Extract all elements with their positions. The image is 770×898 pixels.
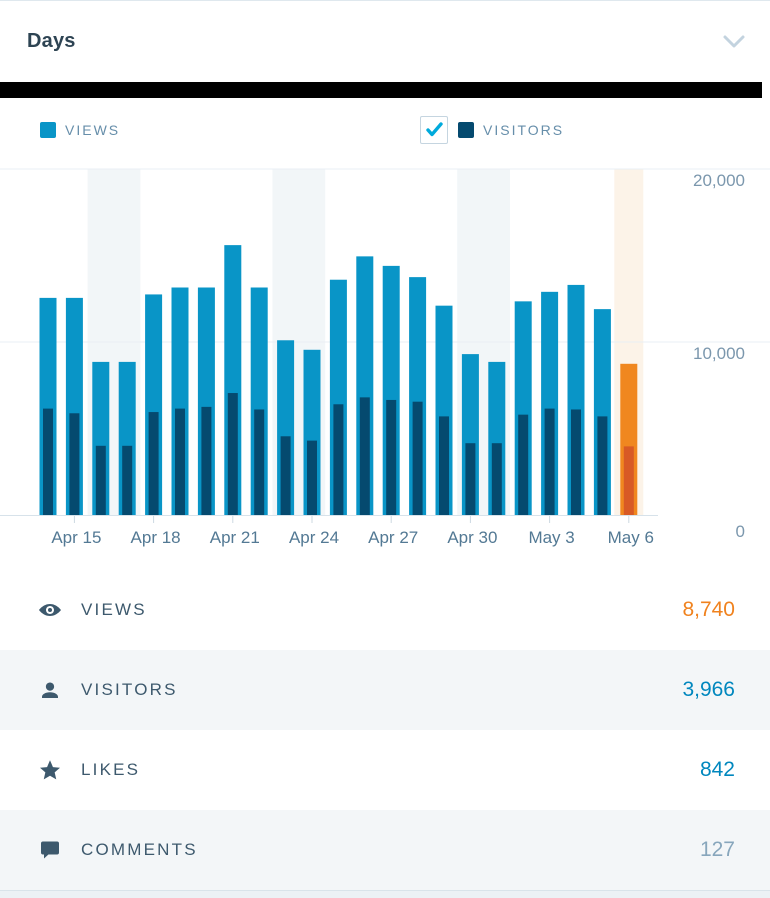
summary-row-visitors[interactable]: VISITORS 3,966	[0, 650, 770, 730]
visitors-bar[interactable]	[518, 414, 529, 515]
visitors-legend-label: VISITORS	[483, 121, 565, 138]
y-tick-label: 0	[736, 522, 745, 541]
summary-row-comments[interactable]: COMMENTS 127	[0, 810, 770, 890]
visitors-bar[interactable]	[69, 413, 80, 515]
x-tick-label: Apr 15	[51, 528, 101, 547]
summary-label: VIEWS	[81, 600, 147, 619]
visitors-bar[interactable]	[254, 409, 265, 515]
period-title: Days	[27, 30, 76, 52]
summary-value: 842	[699, 758, 735, 781]
summary-row-likes[interactable]: LIKES 842	[0, 730, 770, 810]
eye-icon	[39, 604, 61, 616]
chart-legend: VIEWS VISITORS	[0, 98, 770, 161]
summary-label: VISITORS	[81, 680, 178, 699]
summary-value: 8,740	[682, 598, 735, 621]
visitors-bar[interactable]	[491, 443, 502, 515]
visitors-bar[interactable]	[175, 408, 185, 515]
visitors-bar[interactable]	[439, 416, 449, 515]
y-tick-label: 10,000	[693, 344, 745, 363]
visitors-bar[interactable]	[148, 412, 159, 515]
visitors-bar[interactable]	[280, 436, 291, 515]
visitors-bar[interactable]	[227, 393, 238, 515]
visitors-bar[interactable]	[386, 399, 397, 515]
visitors-bar[interactable]	[43, 408, 53, 515]
x-tick-label: Apr 27	[368, 528, 418, 547]
summary-row-views[interactable]: VIEWS 8,740	[0, 570, 770, 650]
x-tick-label: Apr 30	[447, 528, 497, 547]
visitors-swatch	[458, 121, 474, 138]
views-legend-label: VIEWS	[65, 121, 121, 138]
user-icon	[42, 682, 58, 698]
visitors-bar[interactable]	[597, 416, 608, 515]
summary-label: LIKES	[81, 760, 141, 779]
y-tick-label: 20,000	[693, 171, 745, 190]
visitors-bar[interactable]	[333, 404, 344, 515]
visitors-bar[interactable]	[623, 446, 634, 515]
visitors-bar[interactable]	[571, 409, 581, 515]
visitors-bar[interactable]	[544, 408, 555, 515]
chevron-down-icon[interactable]	[722, 34, 746, 49]
legend-visitors: VISITORS	[420, 115, 565, 144]
visitors-bar[interactable]	[465, 443, 476, 515]
x-tick-label: May 6	[608, 528, 654, 547]
comment-icon	[41, 841, 59, 859]
masthead-bar	[0, 82, 762, 98]
star-icon	[40, 760, 60, 780]
x-tick-label: Apr 21	[210, 528, 260, 547]
visitors-bar[interactable]	[201, 406, 212, 515]
visitors-bar[interactable]	[307, 440, 317, 515]
check-icon	[425, 122, 443, 137]
card-bottom-edge	[0, 890, 770, 898]
x-tick-label: Apr 18	[131, 528, 181, 547]
visitors-bar[interactable]	[95, 445, 106, 515]
summary-label: COMMENTS	[81, 840, 198, 859]
bar-chart: Apr 15 Apr 18 Apr 21 Apr 24 Apr 27 Apr 30 May …	[0, 161, 770, 570]
x-tick-label: May 3	[528, 528, 574, 547]
x-tick-label: Apr 24	[289, 528, 339, 547]
visitors-bar[interactable]	[412, 401, 423, 515]
period-header[interactable]: Days	[0, 1, 770, 82]
visitors-bar[interactable]	[359, 397, 370, 515]
summary-value: 3,966	[682, 678, 735, 701]
visitors-checkbox[interactable]	[420, 115, 448, 144]
summary-value: 127	[699, 838, 735, 861]
views-swatch	[40, 121, 56, 138]
visitors-bar[interactable]	[122, 445, 133, 515]
legend-views: VIEWS	[40, 121, 121, 138]
